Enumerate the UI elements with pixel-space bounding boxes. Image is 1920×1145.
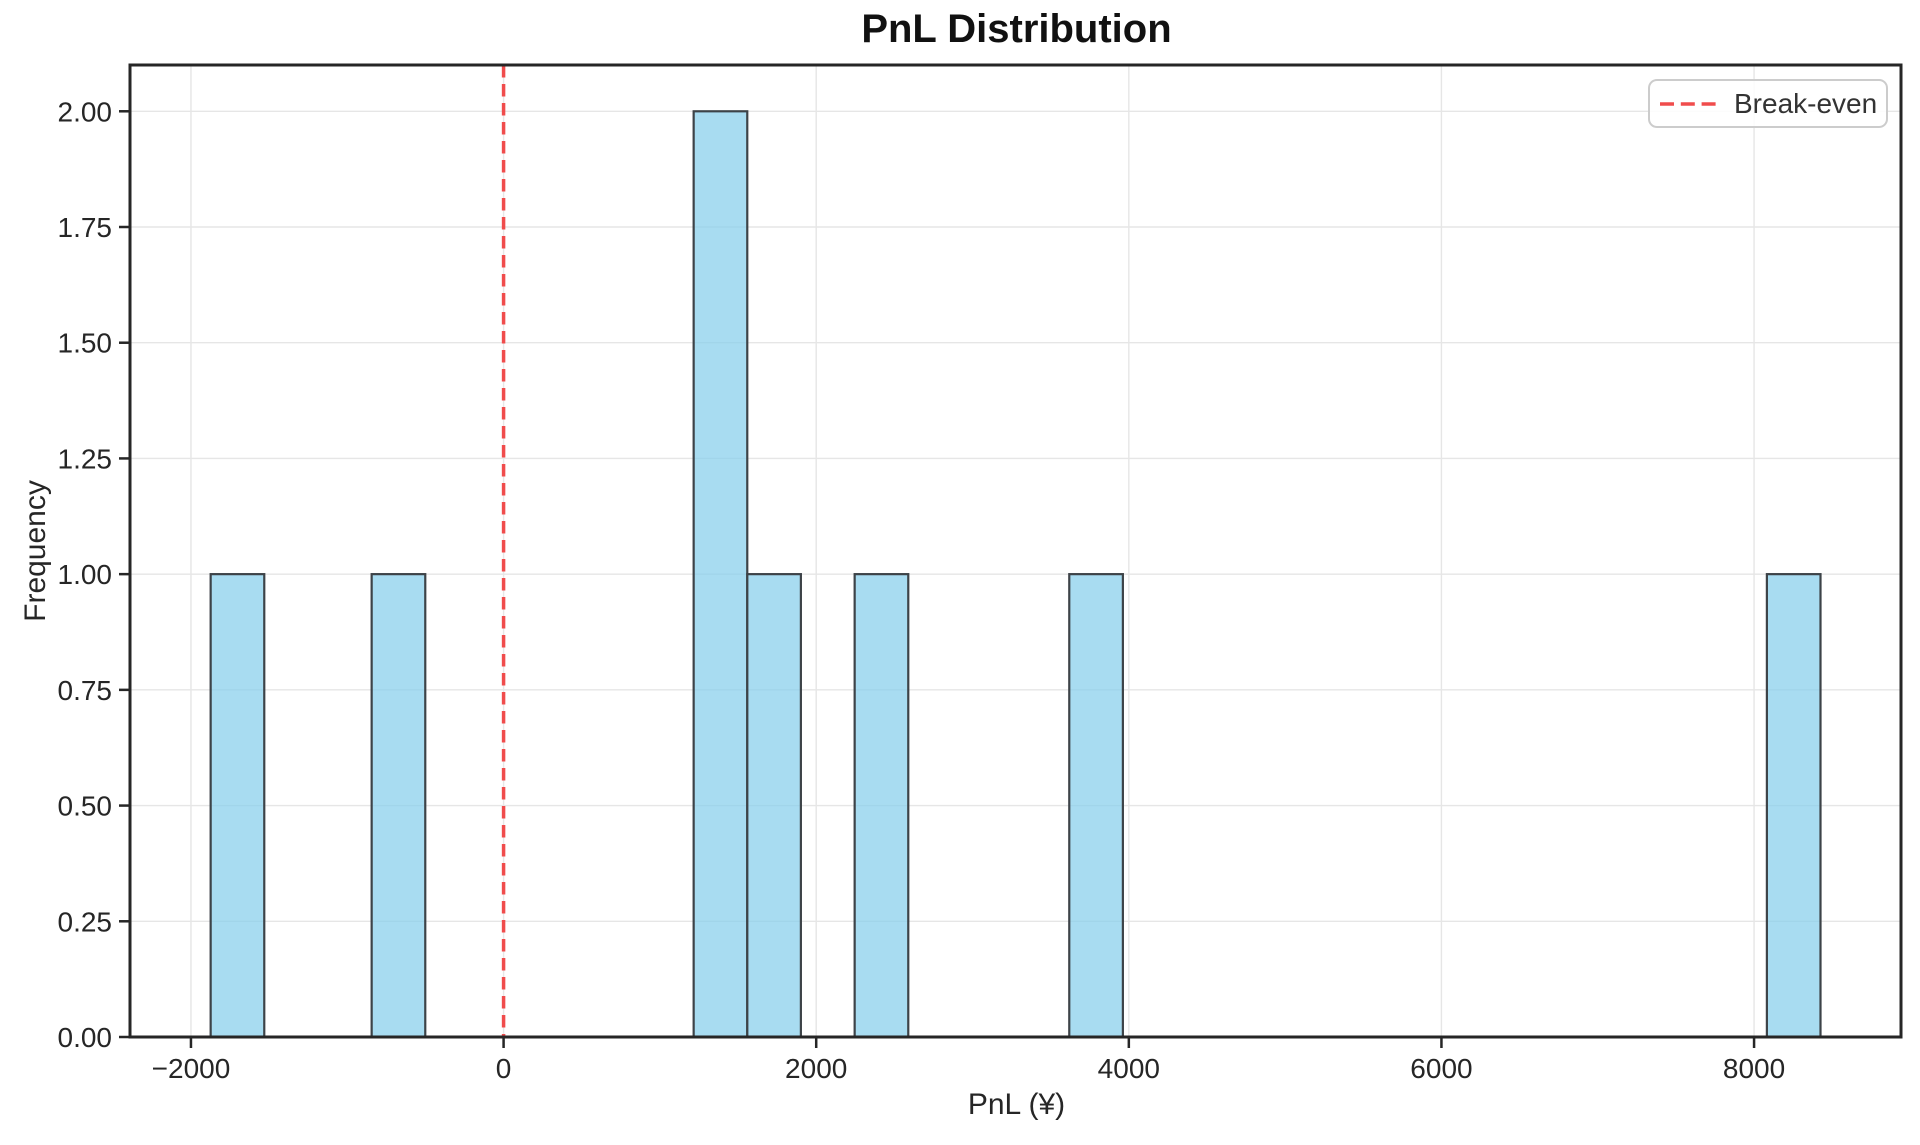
x-tick-label: −2000 bbox=[152, 1053, 231, 1084]
legend: Break-even bbox=[1648, 79, 1888, 128]
y-tick-label: 0.75 bbox=[58, 675, 113, 706]
break-even-dashed-line-icon bbox=[1660, 101, 1716, 106]
y-tick-label: 1.25 bbox=[58, 443, 113, 474]
y-axis-label: Frequency bbox=[19, 480, 52, 622]
histogram-bar bbox=[209, 573, 266, 1039]
y-tick-label: 1.00 bbox=[58, 559, 113, 590]
chart-title: PnL Distribution bbox=[861, 7, 1172, 51]
x-tick-label: 2000 bbox=[785, 1053, 847, 1084]
x-tick-label: 4000 bbox=[1098, 1053, 1160, 1084]
x-tick-label: 0 bbox=[496, 1053, 512, 1084]
y-tick-label: 0.25 bbox=[58, 906, 113, 937]
histogram-bar bbox=[1765, 573, 1822, 1039]
x-tick-label: 8000 bbox=[1723, 1053, 1785, 1084]
histogram-bar bbox=[1068, 573, 1124, 1039]
axes-frame bbox=[128, 63, 1903, 1039]
y-tick-label: 0.00 bbox=[58, 1022, 113, 1053]
histogram-bar bbox=[853, 573, 910, 1039]
y-tick-label: 1.50 bbox=[58, 328, 113, 359]
histogram-bar bbox=[692, 110, 749, 1039]
y-tick-label: 1.75 bbox=[58, 212, 113, 243]
histogram-bar bbox=[370, 573, 427, 1039]
histogram-bar bbox=[746, 573, 802, 1039]
y-tick-label: 0.50 bbox=[58, 791, 113, 822]
y-tick-label: 2.00 bbox=[58, 96, 113, 127]
x-tick-label: 6000 bbox=[1410, 1053, 1472, 1084]
x-axis-label: PnL (¥) bbox=[967, 1088, 1066, 1121]
legend-label: Break-even bbox=[1734, 87, 1878, 119]
